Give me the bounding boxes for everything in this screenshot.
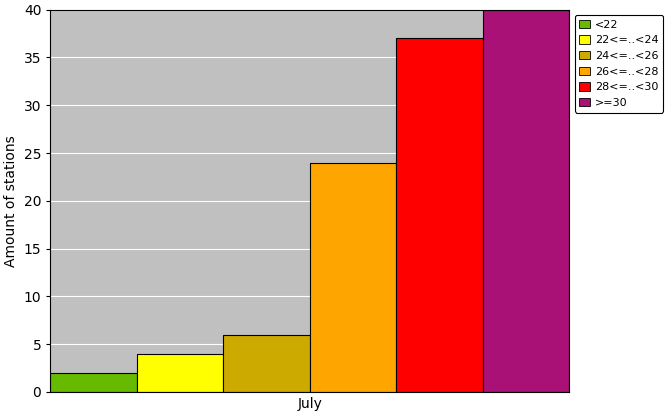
- Y-axis label: Amount of stations: Amount of stations: [4, 135, 18, 267]
- Bar: [51, 373, 137, 392]
- Bar: [396, 38, 483, 392]
- Bar: [137, 354, 223, 392]
- Bar: [309, 163, 396, 392]
- Bar: [483, 10, 569, 392]
- Bar: [223, 334, 309, 392]
- Legend: <22, 22<=..<24, 24<=..<26, 26<=..<28, 28<=..<30, >=30: <22, 22<=..<24, 24<=..<26, 26<=..<28, 28…: [575, 15, 663, 112]
